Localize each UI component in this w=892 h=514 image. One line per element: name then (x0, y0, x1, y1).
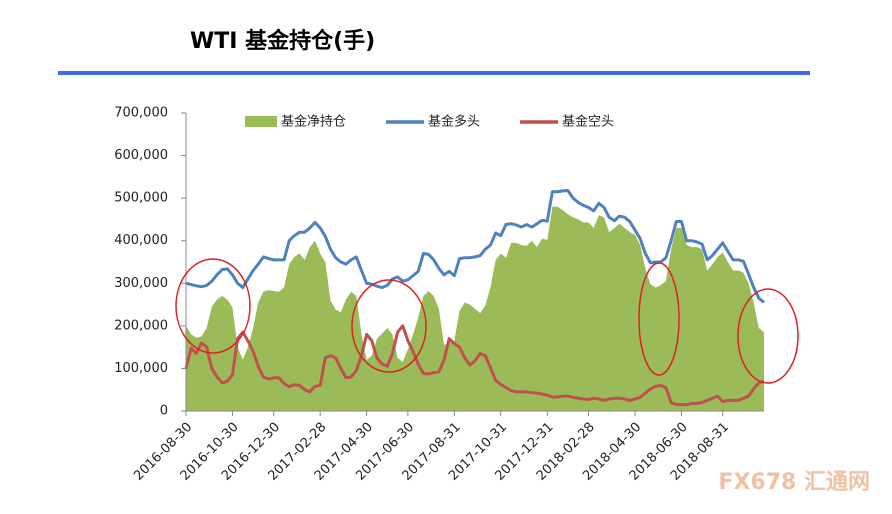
annotation-circle (737, 288, 799, 384)
y-tick-label: 500,000 (114, 191, 168, 206)
legend-label: 基金净持仓 (281, 114, 346, 130)
y-tick-label: 100,000 (114, 361, 168, 376)
title-rule (58, 71, 810, 75)
y-tick-label: 300,000 (114, 276, 168, 291)
line (185, 188, 765, 304)
annotation-circle (351, 279, 427, 373)
area (186, 206, 764, 411)
watermark: FX678 汇通网 (718, 470, 870, 495)
y-tick-label: 200,000 (114, 318, 168, 333)
y-tick-label: 0 (160, 404, 168, 419)
y-tick-label: 600,000 (114, 148, 168, 163)
chart-title: WTI 基金持仓(手) (190, 28, 375, 54)
line (184, 324, 765, 407)
y-tick-label: 700,000 (114, 106, 168, 121)
annotation-circle (638, 262, 680, 376)
y-tick-label: 400,000 (114, 233, 168, 248)
legend-swatch (245, 116, 277, 127)
legend-label: 基金多头 (428, 114, 480, 130)
legend-label: 基金空头 (562, 114, 614, 130)
annotation-circle (175, 258, 251, 354)
